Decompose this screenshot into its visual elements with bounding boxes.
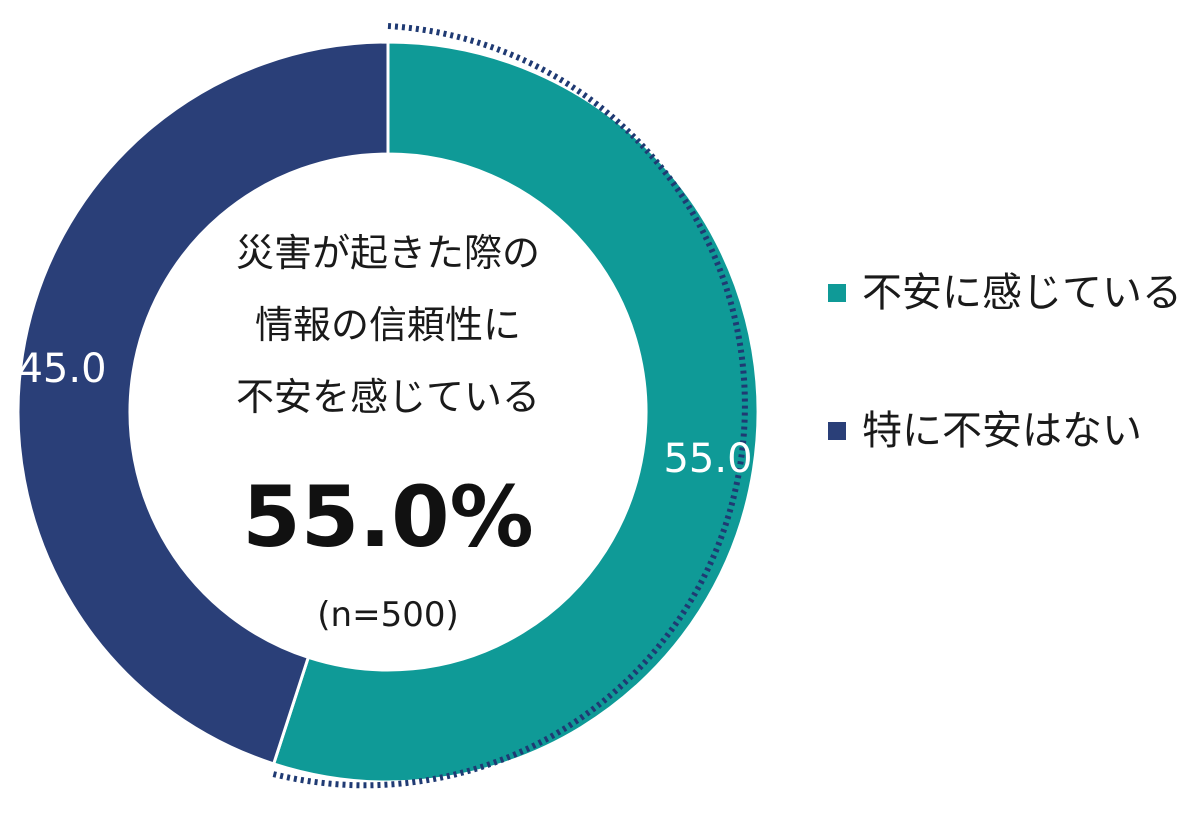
center-caption-line-1: 災害が起きた際の [236, 231, 540, 275]
sample-size: (n=500) [317, 595, 458, 635]
legend-label-2: 特に不安はない [862, 408, 1142, 454]
slice-1 [271, 40, 760, 784]
highlight-dotted-arc [269, 23, 748, 789]
legend-swatch-2 [828, 422, 846, 440]
center-percent: 55.0% [242, 468, 533, 566]
donut-slices [16, 40, 760, 784]
legend-label-1: 不安に感じている [862, 270, 1182, 316]
slice-labels: 55.0 45.0 [17, 346, 752, 482]
legend-swatch-1 [828, 284, 846, 302]
center-caption-line-3: 不安を感じている [236, 375, 540, 419]
slice-value-label-1: 55.0 [663, 436, 752, 482]
slice-value-label-2: 45.0 [17, 346, 106, 392]
center-caption-line-2: 情報の信頼性に [255, 303, 521, 347]
slice-2 [16, 40, 390, 766]
center-caption: 災害が起きた際の 情報の信頼性に 不安を感じている 55.0% (n=500) [236, 231, 540, 635]
highlight-outline [269, 23, 748, 789]
